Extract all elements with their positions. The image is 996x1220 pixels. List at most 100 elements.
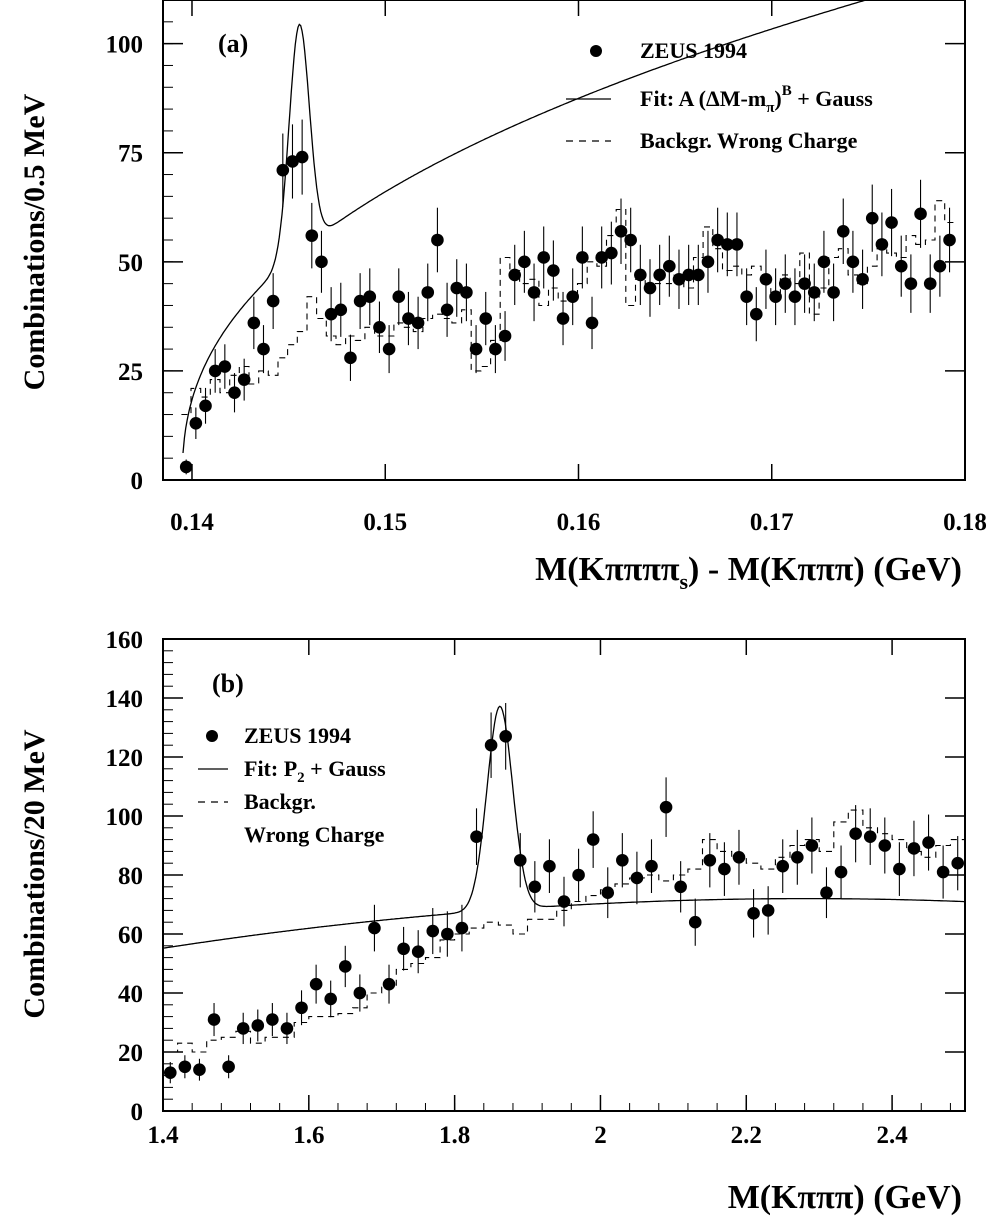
data-point [624,233,637,247]
data-point [382,977,396,991]
data-point [663,259,676,273]
x-tick-label: 0.16 [557,509,601,536]
x-tick-label: 0.14 [170,509,214,536]
data-point [344,351,357,365]
y-tick-label: 100 [106,804,144,831]
data-point [933,259,947,273]
data-point [218,360,232,373]
fit-curve-line [182,0,965,454]
data-point [513,853,527,867]
data-point [807,286,821,299]
panel-b: (b) Combinations/20 MeV M(Kπππ) (GeV) 1.… [18,627,966,1216]
data-point [315,255,328,269]
data-point [749,307,763,321]
data-point [846,255,860,269]
data-point [943,233,956,247]
data-point [236,1022,250,1035]
panel-a-ticks: 0.14 0.15 0.16 0.17 0.18 0 25 50 75 100 [106,0,987,536]
y-tick-label: 100 [106,32,144,59]
data-point [547,264,560,277]
data-point [759,272,773,286]
x-tick-label: 1.4 [147,1122,179,1149]
x-tick-label: 2.4 [876,1122,908,1149]
data-point [616,853,629,867]
data-point [338,960,352,973]
data-point [778,277,792,290]
data-point [856,272,869,286]
data-point [672,272,686,286]
data-point [334,303,348,317]
data-point [392,290,406,304]
y-tick-label: 0 [131,468,144,495]
data-point [402,312,415,325]
x-tick-label: 2 [594,1122,607,1149]
panel-a-data-points [179,119,956,475]
data-point [674,880,687,894]
data-point [276,163,290,177]
data-point [295,150,309,164]
data-point [922,836,935,849]
data-point [309,977,323,991]
data-point [324,307,338,321]
data-point [469,342,483,356]
x-tick-label: 1.6 [293,1122,324,1149]
data-point [576,251,589,264]
data-point [179,460,193,474]
data-point [189,416,203,430]
data-point [470,830,483,843]
y-tick-label: 140 [106,686,144,713]
data-point [720,238,734,251]
panel-b-label: (b) [212,669,244,698]
data-point [585,316,599,330]
data-point [601,886,615,899]
data-point [286,155,299,168]
data-point [769,290,782,304]
data-point [645,859,658,873]
data-point [440,303,454,317]
data-point [431,233,444,247]
data-point [791,851,804,864]
data-point [353,294,367,308]
y-tick-label: 160 [106,627,144,654]
data-point [904,277,918,290]
x-tick-label: 0.15 [363,509,407,536]
data-point [776,859,790,873]
data-point [257,342,270,356]
data-point [761,904,775,917]
data-point [324,992,337,1006]
data-point [518,255,531,269]
panel-a-label: (a) [218,29,248,58]
data-point [836,224,850,238]
legend-data-label: ZEUS 1994 [244,723,351,748]
panel-b-y-axis-label: Combinations/20 MeV [18,729,51,1019]
y-tick-label: 20 [118,1040,143,1067]
data-point [207,1013,221,1026]
data-point [740,290,753,304]
x-tick-label: 1.8 [439,1122,470,1149]
data-point [163,1066,177,1079]
data-point [373,320,386,334]
data-point [805,839,819,852]
data-point [499,730,512,743]
data-point [557,895,571,908]
data-point [566,290,579,304]
data-point [730,238,744,251]
y-tick-label: 50 [118,250,143,277]
data-point [865,211,879,225]
data-point [863,830,877,843]
data-point [498,329,512,343]
data-point [199,399,212,413]
data-point [586,833,600,846]
data-point [556,312,570,325]
data-point [489,342,502,356]
y-tick-label: 0 [131,1099,144,1126]
data-point [885,216,898,229]
data-point [923,277,937,290]
data-point [237,373,251,386]
data-point [701,255,715,269]
y-tick-label: 120 [106,745,144,772]
data-point [653,268,666,282]
data-point [353,986,367,1000]
x-tick-label: 0.18 [943,509,987,536]
